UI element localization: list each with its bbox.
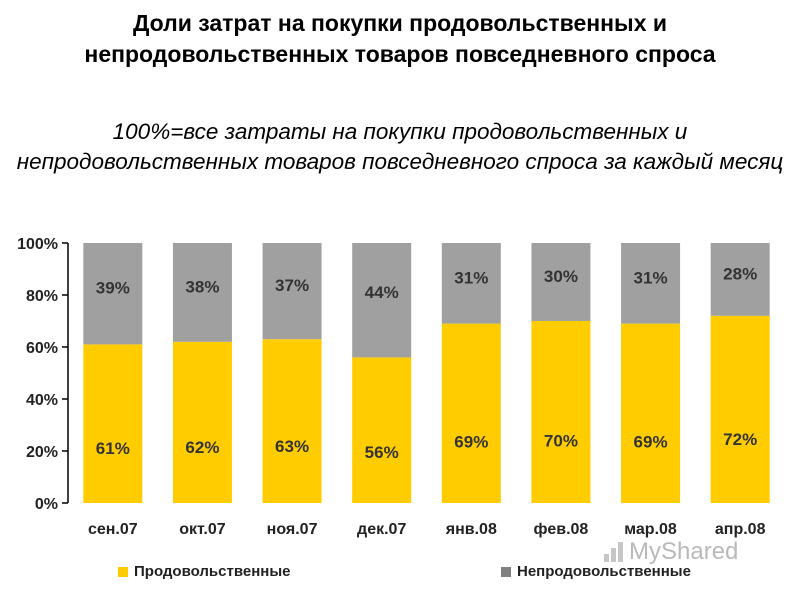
bar-nonfood: [531, 243, 591, 321]
x-category-label: сен.07: [88, 521, 138, 538]
bar-food: [172, 341, 232, 503]
x-category-label: дек.07: [357, 521, 406, 538]
x-category-label: фев.08: [534, 521, 589, 538]
y-tick-label: 20%: [26, 444, 58, 461]
y-tick-label: 80%: [26, 288, 58, 305]
x-category-label: апр.08: [715, 521, 766, 538]
data-label-nonfood: 30%: [544, 267, 578, 286]
bar-nonfood: [441, 243, 501, 324]
watermark-text: MyShared: [629, 538, 739, 565]
bar-nonfood: [262, 243, 322, 340]
bar-food: [83, 344, 143, 503]
legend-item-food: Продовольственные: [118, 563, 290, 580]
legend-swatch-nonfood: [501, 566, 511, 577]
data-label-food: 61%: [96, 439, 130, 458]
bar-chart-icon: [604, 542, 623, 562]
watermark-logo: MyShared: [604, 538, 738, 566]
bar-food: [621, 323, 681, 503]
legend-label-nonfood: Непродовольственные: [517, 563, 691, 580]
data-label-nonfood: 31%: [634, 268, 668, 287]
data-label-food: 63%: [275, 437, 309, 456]
legend-swatch-food: [118, 566, 128, 577]
data-label-nonfood: 39%: [96, 279, 130, 298]
bar-nonfood: [83, 243, 143, 345]
y-tick-label: 0%: [35, 496, 58, 513]
bar-food: [710, 315, 770, 503]
chart-subtitle: 100%=все затраты на покупки продовольств…: [16, 119, 784, 174]
bar-food: [531, 321, 591, 503]
bar-food: [352, 357, 412, 503]
x-category-label: янв.08: [445, 521, 497, 538]
data-label-food: 69%: [634, 432, 668, 451]
data-label-food: 56%: [365, 443, 399, 462]
data-label-nonfood: 31%: [454, 268, 488, 287]
data-label-nonfood: 28%: [723, 264, 757, 283]
data-label-nonfood: 44%: [365, 283, 399, 302]
bar-nonfood: [172, 243, 232, 342]
data-label-nonfood: 38%: [185, 277, 219, 296]
y-tick-label: 100%: [17, 236, 58, 253]
bar-food: [262, 339, 322, 503]
x-category-label: окт.07: [179, 521, 226, 538]
data-label-food: 70%: [544, 432, 578, 451]
data-label-food: 69%: [454, 432, 488, 451]
data-label-food: 72%: [723, 430, 757, 449]
y-tick-label: 40%: [26, 392, 58, 409]
x-category-label: мар.08: [624, 521, 677, 538]
data-label-food: 62%: [185, 438, 219, 457]
y-tick-label: 60%: [26, 340, 58, 357]
legend-label-food: Продовольственные: [134, 563, 291, 580]
stacked-bar-chart: 0% 20% 40% 60% 80% 100% 61% 39% сен.07 62% 38% окт.…: [17, 236, 770, 538]
legend: Продовольственные Непродовольственные: [0, 563, 800, 585]
bar-nonfood: [352, 243, 412, 358]
bar-nonfood: [710, 243, 770, 316]
data-label-nonfood: 37%: [275, 276, 309, 295]
legend-item-nonfood: Непродовольственные: [501, 563, 691, 580]
bar-nonfood: [621, 243, 681, 324]
bar-food: [441, 323, 501, 503]
chart-title: Доли затрат на покупки продовольственных…: [84, 10, 716, 67]
x-category-label: ноя.07: [267, 521, 318, 538]
